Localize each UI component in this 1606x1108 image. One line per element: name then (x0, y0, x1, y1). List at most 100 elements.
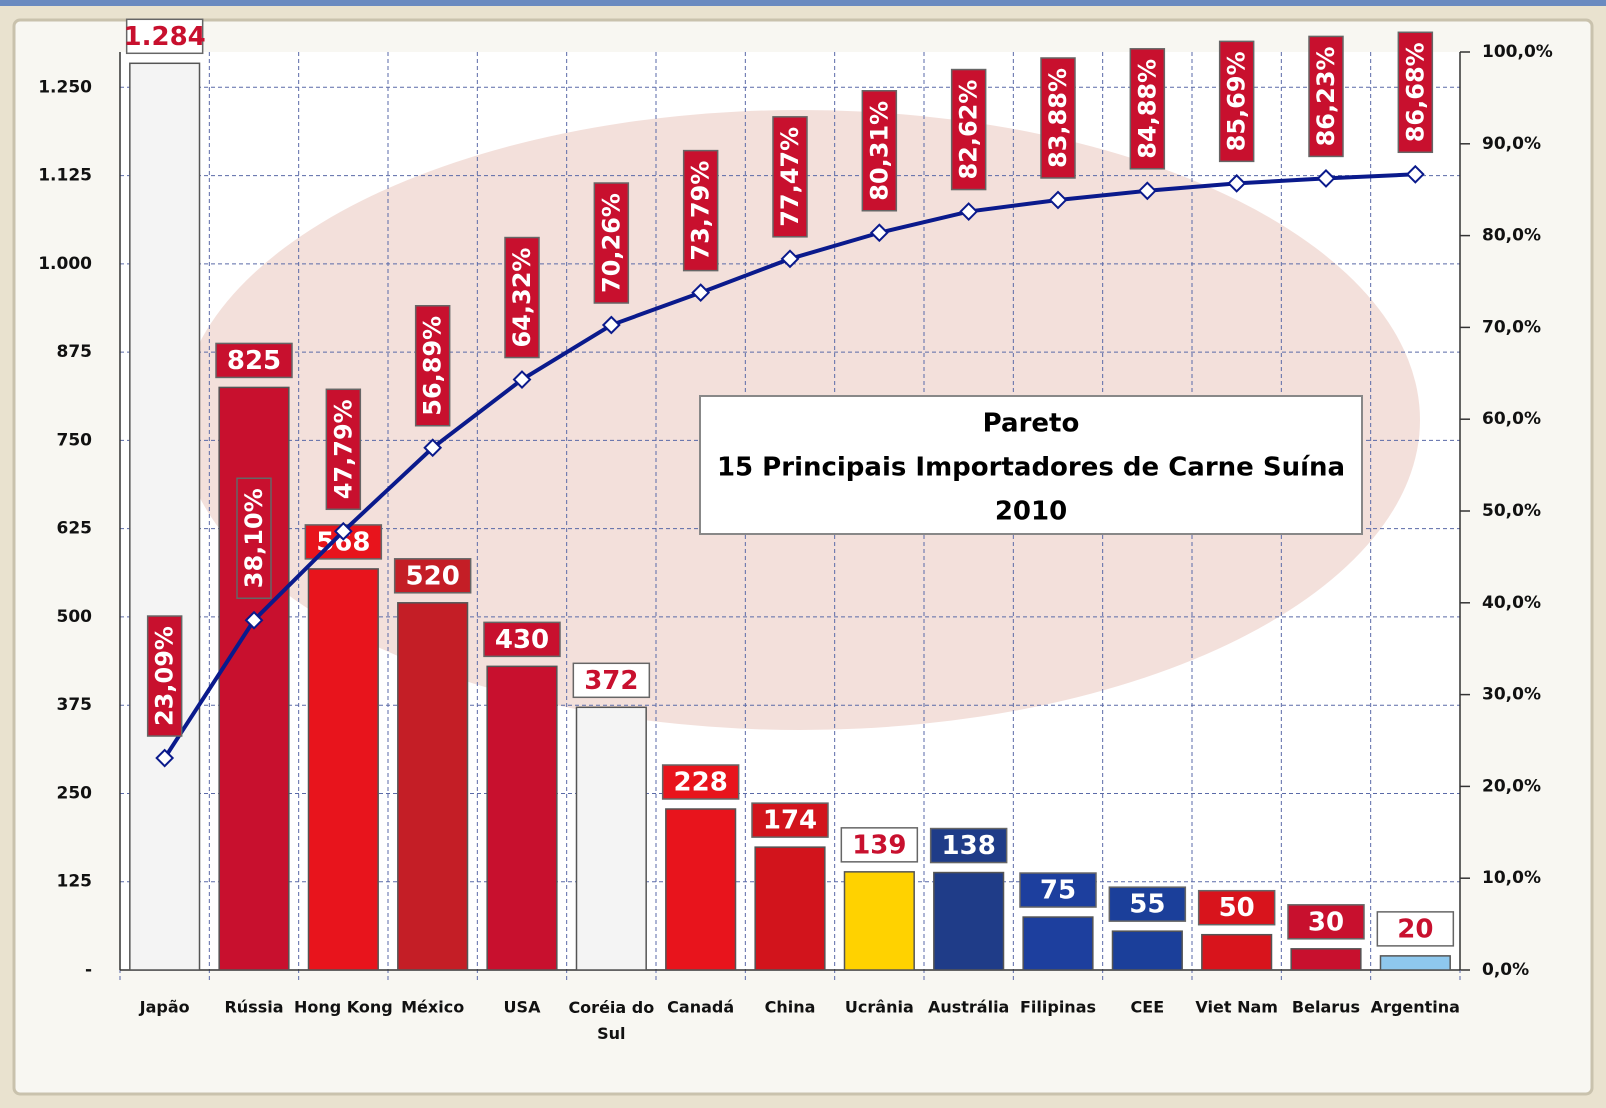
line-value-label-group: 70,26% (593, 182, 630, 304)
value-label: 75 (1040, 876, 1076, 906)
value-label: 138 (942, 831, 996, 861)
bar (218, 386, 290, 971)
line-value-label-box (861, 90, 898, 212)
bar (754, 846, 826, 971)
bar (933, 871, 1005, 971)
line-marker (1405, 164, 1425, 184)
y2-tick-label: 60,0% (1482, 409, 1541, 429)
line-value-label-box (682, 149, 719, 272)
x-tick-label: Austrália (928, 998, 1009, 1017)
bar (1022, 916, 1094, 971)
value-label-box (661, 764, 740, 800)
x-tick-label: Belarus (1292, 998, 1360, 1017)
value-label: 228 (674, 767, 728, 797)
line-marker (1137, 181, 1157, 201)
line-marker (512, 370, 532, 389)
line-value-label-group: 82,62% (950, 68, 987, 191)
line-value-label: 86,68% (1401, 42, 1429, 142)
y2-tick-label: 40,0% (1482, 593, 1541, 613)
line-value-label-box (414, 304, 451, 427)
grid: - 125 250 375 500 625 750 875 1.000 1.125 1.250 0,0… (38, 42, 1553, 1043)
line-value-label: 73,79% (687, 161, 715, 261)
value-label-box (572, 662, 651, 699)
line-value-label: 82,62% (955, 80, 983, 180)
y-tick-label: 250 (57, 783, 93, 803)
line-value-label-group: 86,68% (1397, 31, 1434, 154)
line-value-label-group: 56,89% (414, 304, 451, 427)
line-value-label: 86,23% (1312, 46, 1340, 146)
y2-tick-label: 0,0% (1482, 960, 1529, 980)
y-tick-label: 125 (57, 872, 93, 892)
y-tick-label: 500 (57, 607, 93, 627)
value-label-box (1019, 872, 1097, 908)
value-label-box (929, 827, 1008, 864)
value-label-box (1197, 889, 1276, 926)
value-label-box (840, 827, 919, 863)
line-value-label: 70,26% (597, 193, 625, 293)
x-tick-label: Argentina (1371, 998, 1460, 1017)
y2-tick-label: 30,0% (1482, 685, 1541, 705)
line-value-label-box (146, 615, 183, 737)
line-value-label-group: 73,79% (682, 149, 719, 272)
value-label: 174 (763, 806, 817, 836)
line-value-label-box (593, 182, 630, 304)
y-tick-label: 1.000 (38, 254, 92, 274)
y-tick-label: 750 (57, 430, 93, 450)
y2-tick-label: 100,0% (1482, 42, 1553, 62)
y2-tick-label: 80,0% (1482, 226, 1541, 246)
line-value-label-group: 86,23% (1308, 35, 1344, 158)
bar (129, 62, 201, 971)
line-marker (423, 438, 443, 458)
line-value-label-group: 47,79% (325, 388, 362, 511)
line-marker (869, 223, 889, 243)
x-tick-label: México (401, 998, 464, 1017)
line-marker (959, 202, 979, 221)
x-tick-label: Filipinas (1020, 998, 1096, 1017)
x-tick-label: USA (504, 998, 542, 1017)
x-tick-label-line: Coréia do (568, 998, 654, 1017)
value-label-box (393, 558, 472, 594)
value-label: 430 (495, 625, 549, 655)
value-label-box (751, 802, 829, 838)
chart-subtitle: 15 Principais Importadores de Carne Suín… (717, 453, 1345, 483)
chart-caption: 2010 (995, 497, 1067, 527)
bar (307, 568, 379, 971)
x-tick-label: CEE (1131, 998, 1165, 1017)
bar (843, 871, 915, 971)
value-label: 55 (1129, 890, 1165, 920)
line-value-label: 23,09% (151, 626, 179, 726)
line-value-label-box (1218, 40, 1255, 163)
x-tick-label: Japão (139, 998, 190, 1017)
bar (1379, 955, 1451, 971)
line-value-label: 85,69% (1223, 51, 1251, 151)
chart-title: Pareto (983, 409, 1080, 439)
line-value-label-group: 84,88% (1129, 48, 1166, 170)
line-marker (601, 315, 621, 335)
x-tick-label: China (765, 998, 816, 1017)
y2-tick-label: 90,0% (1482, 134, 1541, 154)
line-value-label: 56,89% (419, 316, 447, 416)
line-value-label-group: 23,09% (146, 615, 183, 737)
line-value-label-box (772, 116, 808, 238)
line-value-label: 64,32% (508, 248, 536, 348)
line-value-label-group: 38,10% (236, 477, 272, 599)
line-value-label-box (1040, 57, 1076, 179)
bar (486, 665, 558, 971)
x-tick-label-line: Sul (597, 1024, 625, 1043)
y-tick-label: 1.125 (38, 166, 92, 186)
value-label-box (1376, 911, 1455, 947)
x-tick-label: Ucrânia (845, 998, 914, 1017)
bar (1111, 930, 1183, 971)
bar (397, 602, 469, 971)
line-value-label: 38,10% (240, 488, 268, 588)
bar (1290, 948, 1362, 971)
line-value-label: 80,31% (865, 101, 893, 201)
value-label-box (483, 621, 561, 658)
bar (575, 706, 647, 971)
line-value-label-box (236, 477, 272, 599)
value-label-box (1108, 886, 1187, 922)
title-box-frame (699, 395, 1363, 535)
y-tick-label: - (85, 960, 92, 980)
line-value-label-group: 64,32% (504, 236, 540, 359)
x-tick-label: Hong Kong (294, 998, 393, 1017)
